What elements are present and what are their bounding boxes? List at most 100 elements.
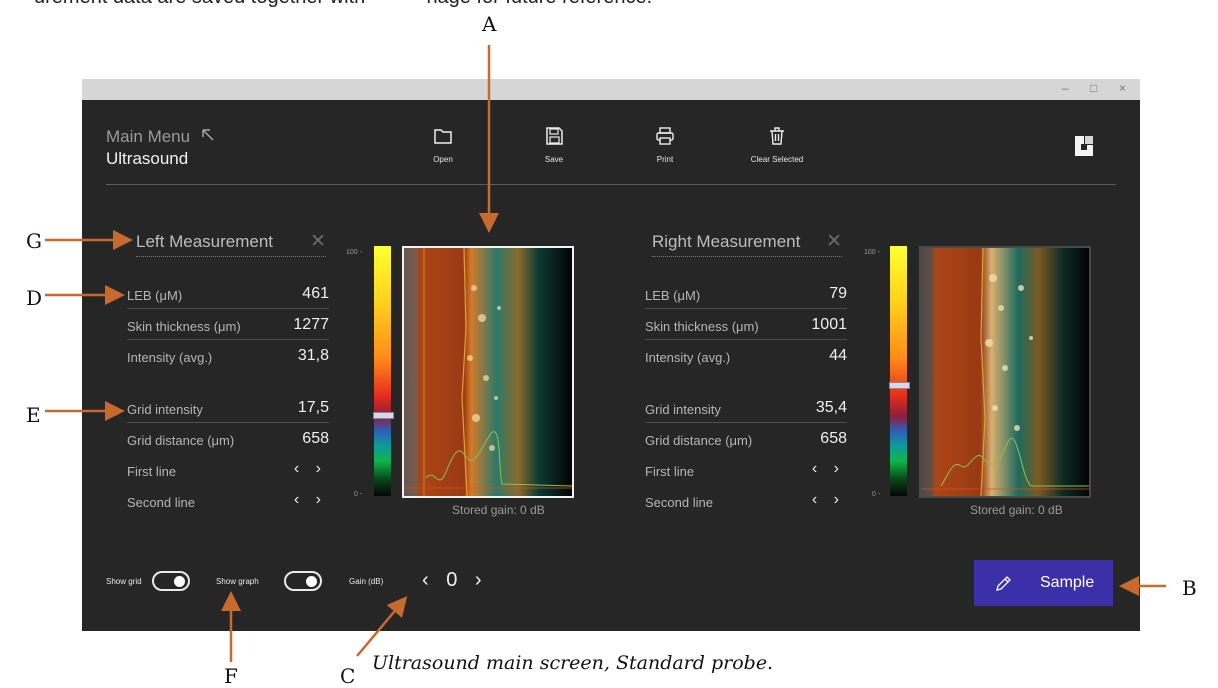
- show-graph-label: Show graph: [216, 577, 259, 586]
- right-scale-min: 0 -: [872, 491, 881, 498]
- folder-icon: [434, 129, 452, 144]
- right-first-line-stepper[interactable]: ‹ ›: [811, 460, 845, 477]
- left-ultrasound-scan: [404, 248, 572, 496]
- right-ultrasound-image[interactable]: [919, 246, 1091, 498]
- right-second-line-stepper[interactable]: ‹ ›: [811, 491, 845, 508]
- left-second-line-label: Second line: [127, 495, 195, 510]
- sample-label: Sample: [1040, 574, 1095, 591]
- callout-d: D: [26, 286, 43, 310]
- left-skin-value: 1277: [293, 316, 329, 333]
- print-button[interactable]: Print: [625, 127, 705, 167]
- right-grid-distance-row: Grid distance (μm) 658: [645, 427, 847, 453]
- left-scale-min: 0 -: [354, 491, 363, 498]
- sample-button[interactable]: Sample: [974, 560, 1113, 606]
- open-button[interactable]: Open: [403, 127, 483, 167]
- left-ultrasound-image[interactable]: [402, 246, 574, 498]
- right-grid-intensity-label: Grid intensity: [645, 402, 721, 417]
- show-grid-label: Show grid: [106, 577, 142, 586]
- top-caption: urement data are saved together with nag…: [34, 0, 652, 9]
- print-label: Print: [656, 155, 674, 164]
- left-grid-distance-row: Grid distance (μm) 658: [127, 427, 329, 453]
- show-graph-knob: [306, 576, 317, 587]
- left-grid-intensity-value: 17,5: [297, 399, 329, 416]
- left-grid-intensity-row: Grid intensity 17,5: [127, 396, 329, 423]
- main-menu-link[interactable]: Main Menu: [106, 127, 215, 147]
- callout-a: A: [482, 12, 497, 36]
- left-second-line-stepper[interactable]: ‹ ›: [293, 491, 327, 508]
- save-button[interactable]: Save: [514, 127, 594, 167]
- right-stored-gain: Stored gain: 0 dB: [970, 503, 1063, 517]
- left-first-line-label: First line: [127, 464, 177, 479]
- callout-f: F: [224, 664, 238, 688]
- right-first-line-row: First line ‹ ›: [645, 458, 847, 484]
- maximize-button[interactable]: □: [1090, 81, 1098, 95]
- left-measurement-title[interactable]: Left Measurement ✕: [136, 231, 326, 257]
- left-color-scale[interactable]: [373, 246, 394, 496]
- right-second-line-label: Second line: [645, 495, 713, 510]
- minimize-button[interactable]: –: [1062, 81, 1069, 95]
- right-measurement-title[interactable]: Right Measurement ✕: [652, 231, 842, 257]
- gain-value: 0: [446, 569, 458, 591]
- figure-caption: Ultrasound main screen, Standard probe.: [372, 652, 774, 674]
- left-intensity-row: Intensity (avg.) 31,8: [127, 344, 329, 370]
- left-grid-distance-label: Grid distance (μm): [127, 433, 235, 448]
- right-scale-handle[interactable]: [889, 382, 910, 389]
- right-measurement-label: Right Measurement: [652, 232, 801, 251]
- right-leb-label: LEB (μM): [645, 288, 701, 303]
- right-grid-distance-value: 658: [820, 430, 847, 447]
- gain-increase-button[interactable]: ›: [474, 569, 482, 591]
- right-grid-intensity-row: Grid intensity 35,4: [645, 396, 847, 423]
- gain-decrease-button[interactable]: ‹: [422, 569, 429, 591]
- right-grid-distance-label: Grid distance (μm): [645, 433, 753, 448]
- left-clear-icon[interactable]: ✕: [310, 231, 326, 252]
- right-clear-icon[interactable]: ✕: [826, 231, 842, 252]
- left-skin-row: Skin thickness (μm) 1277: [127, 313, 329, 340]
- right-skin-label: Skin thickness (μm): [645, 319, 759, 334]
- save-label: Save: [544, 155, 564, 164]
- left-intensity-label: Intensity (avg.): [127, 350, 213, 365]
- printer-icon: [656, 127, 674, 145]
- save-icon: [546, 127, 563, 145]
- callout-c: C: [340, 664, 356, 688]
- right-leb-value: 79: [829, 285, 847, 302]
- clear-selected-button[interactable]: Clear Selected: [737, 127, 817, 167]
- right-grid-intensity-value: 35,4: [815, 399, 847, 416]
- page-title: Ultrasound: [106, 149, 189, 168]
- callout-e: E: [26, 403, 41, 427]
- show-grid-toggle[interactable]: [152, 571, 190, 591]
- header-divider: [106, 184, 1116, 185]
- gain-stepper: ‹ 0 ›: [422, 569, 482, 592]
- right-skin-value: 1001: [811, 316, 847, 333]
- right-color-scale[interactable]: [889, 246, 910, 496]
- trash-icon: [770, 127, 784, 145]
- right-first-line-label: First line: [645, 464, 695, 479]
- left-skin-label: Skin thickness (μm): [127, 319, 241, 334]
- right-intensity-row: Intensity (avg.) 44: [645, 344, 847, 370]
- left-measurement-label: Left Measurement: [136, 232, 274, 251]
- right-leb-row: LEB (μM) 79: [645, 282, 847, 309]
- right-intensity-value: 44: [829, 347, 847, 364]
- left-first-line-stepper[interactable]: ‹ ›: [293, 460, 327, 477]
- open-label: Open: [433, 155, 453, 164]
- left-first-line-row: First line ‹ ›: [127, 458, 329, 484]
- gain-label: Gain (dB): [349, 577, 384, 586]
- left-second-line-row: Second line ‹ ›: [127, 489, 329, 515]
- clear-selected-label: Clear Selected: [750, 155, 804, 164]
- show-graph-toggle[interactable]: [284, 571, 322, 591]
- right-scale-max: 100 -: [864, 249, 880, 256]
- main-menu-label: Main Menu: [106, 127, 191, 146]
- left-stored-gain: Stored gain: 0 dB: [452, 503, 545, 517]
- right-intensity-label: Intensity (avg.): [645, 350, 731, 365]
- left-intensity-value: 31,8: [297, 347, 329, 364]
- close-window-button[interactable]: ×: [1119, 81, 1127, 95]
- left-grid-intensity-label: Grid intensity: [127, 402, 203, 417]
- callout-b: B: [1182, 576, 1197, 600]
- left-scale-handle[interactable]: [373, 412, 394, 419]
- left-grid-distance-value: 658: [302, 430, 329, 447]
- left-leb-row: LEB (μM) 461: [127, 282, 329, 309]
- pencil-icon: [996, 576, 1011, 591]
- brand-logo: [1075, 136, 1093, 156]
- left-leb-label: LEB (μM): [127, 288, 183, 303]
- show-grid-knob: [174, 576, 185, 587]
- right-ultrasound-scan: [921, 248, 1089, 496]
